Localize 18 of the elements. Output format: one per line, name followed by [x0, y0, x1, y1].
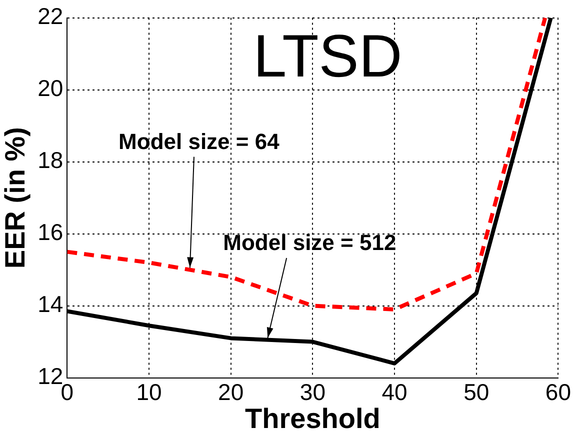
y-tick-label: 22 — [38, 3, 64, 30]
x-tick-label: 20 — [218, 378, 244, 405]
x-tick-label: 30 — [300, 378, 326, 405]
x-tick-label: 10 — [136, 378, 162, 405]
y-tick-label: 16 — [38, 219, 64, 246]
line-series — [67, 18, 548, 312]
x-tick-label: 40 — [382, 378, 408, 405]
x-axis-title: Threshold — [245, 402, 380, 434]
y-tick-label: 18 — [38, 147, 64, 174]
x-tick-label: 60 — [545, 378, 572, 405]
y-tick-label: 20 — [38, 75, 64, 102]
chart-title: LTSD — [253, 22, 402, 90]
x-tick-label: 0 — [60, 378, 74, 405]
annotation: Model size = 64 — [118, 128, 280, 154]
y-axis-title: EER (in %) — [0, 127, 31, 269]
annotation: Model size = 512 — [223, 230, 396, 256]
y-tick-label: 14 — [38, 291, 64, 318]
x-tick-label: 50 — [464, 378, 490, 405]
